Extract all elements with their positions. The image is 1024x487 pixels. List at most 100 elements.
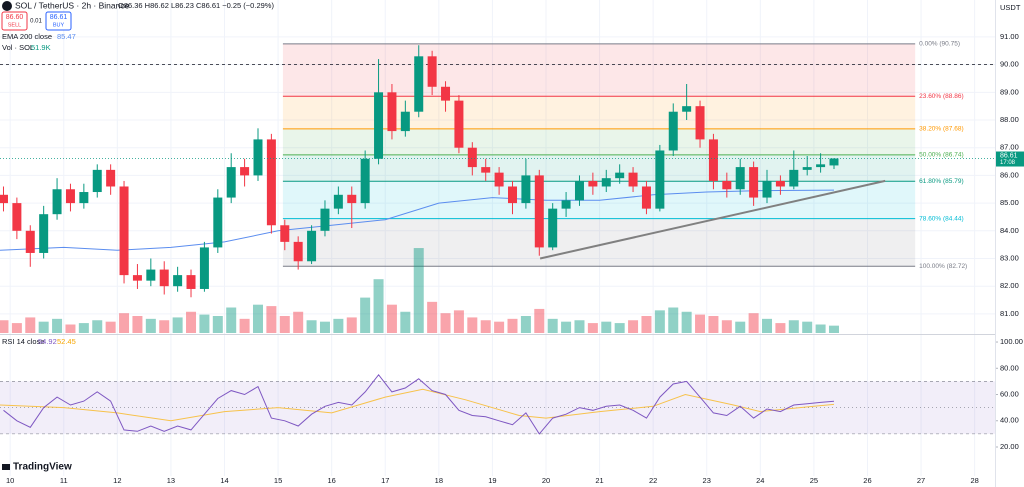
buy-button[interactable]: [45, 11, 72, 31]
symbol-title[interactable]: SOL / TetherUS · 2h · Binance: [15, 0, 130, 10]
candle-body: [79, 192, 89, 204]
fib-label: 78.60% (84.44): [919, 215, 963, 222]
x-tick-label: 14: [220, 476, 228, 485]
volume-bar: [172, 317, 183, 333]
volume-bar: [494, 321, 505, 333]
volume-bar: [119, 313, 130, 333]
volume-bar: [279, 316, 290, 333]
fib-label: 38.20% (87.68): [919, 126, 963, 133]
candle-body: [802, 167, 812, 170]
legend-overlay: SOL / TetherUS · 2h · Binance O86.36 H86…: [1, 0, 1021, 473]
candle-body: [347, 194, 357, 204]
currency-label[interactable]: USDT: [1000, 3, 1021, 12]
buy-price: 86.61: [50, 14, 68, 21]
ema-legend: EMA 200 close: [2, 32, 52, 41]
volume-bar: [25, 317, 36, 333]
candle-body: [12, 203, 22, 231]
candle-body: [293, 241, 303, 262]
fib-label: 50.00% (86.74): [919, 152, 963, 159]
candle-body: [655, 150, 665, 209]
candle-body: [615, 172, 625, 179]
candle-body: [749, 167, 759, 198]
volume-bar: [440, 313, 451, 333]
volume-bar: [480, 320, 491, 333]
trend-line: [539, 179, 886, 260]
candle-body: [521, 175, 531, 204]
volume-bar: [65, 324, 76, 333]
volume-bar: [105, 321, 116, 333]
x-tick-label: 15: [274, 476, 282, 485]
sell-label: SELL: [8, 22, 21, 28]
candle-body: [146, 269, 156, 281]
candle-body: [561, 200, 571, 209]
y-tick-label: 91.00: [1000, 32, 1019, 41]
sell-price: 86.60: [6, 14, 24, 21]
rsi-tick-label: 80.00: [1000, 363, 1019, 372]
y-tick-label: 82.00: [1000, 281, 1019, 290]
volume-bar: [708, 316, 719, 333]
fib-zone: [282, 128, 916, 155]
candle-body: [816, 164, 826, 168]
volume-bar: [788, 320, 799, 333]
candle-body: [132, 275, 142, 281]
volume-bar: [145, 318, 156, 333]
candle-body: [159, 269, 169, 287]
y-tick-label: 84.00: [1000, 226, 1019, 235]
volume-bar: [11, 323, 22, 333]
x-tick-label: 11: [60, 476, 68, 485]
candle-body: [588, 180, 598, 187]
volume-bar: [186, 311, 197, 333]
spread: 0.01: [30, 19, 42, 25]
candle-body: [574, 180, 584, 201]
volume-bar: [239, 318, 250, 333]
candle-body: [374, 92, 384, 159]
candle-body: [735, 167, 745, 190]
volume-bar: [373, 279, 384, 333]
volume-bar: [52, 318, 63, 333]
sell-button[interactable]: [1, 11, 28, 31]
symbol-icon: [2, 1, 12, 11]
rsi-tick-label: 100.00: [1000, 337, 1023, 346]
fib-zone: [282, 218, 916, 267]
x-tick-label: 25: [810, 476, 818, 485]
volume-bar: [828, 325, 839, 333]
y-tick-label: 87.00: [1000, 143, 1019, 152]
buy-label: BUY: [53, 22, 65, 28]
candle-body: [387, 92, 397, 132]
volume-bar: [507, 318, 518, 333]
rsi-tick-label: 20.00: [1000, 442, 1019, 451]
last-price-tag: [996, 151, 1024, 167]
candle-body: [92, 169, 102, 193]
ema-line: [0, 189, 835, 251]
candle-body: [106, 169, 116, 187]
volume-bar: [319, 321, 330, 333]
volume-bar: [815, 324, 826, 333]
volume-bar: [654, 310, 665, 333]
fib-label: 0.00% (90.75): [919, 41, 960, 48]
fib-label: 23.60% (88.86): [919, 93, 963, 100]
candle-body: [829, 158, 839, 166]
candle-body: [186, 275, 196, 289]
candle-body: [481, 167, 491, 173]
x-tick-label: 27: [917, 476, 925, 485]
candle-body: [722, 180, 732, 190]
candle-body: [320, 208, 330, 231]
last-price-time: 17:08: [1000, 160, 1016, 166]
y-tick-label: 89.00: [1000, 87, 1019, 96]
candle-body: [708, 139, 718, 181]
volume-bar: [614, 323, 625, 333]
x-tick-label: 24: [756, 476, 764, 485]
x-tick-label: 23: [703, 476, 711, 485]
x-tick-label: 20: [542, 476, 550, 485]
brand-logo: [2, 464, 10, 470]
volume-bar: [802, 321, 813, 333]
x-tick-label: 21: [595, 476, 603, 485]
volume-bar: [668, 307, 679, 333]
volume-bar: [400, 311, 411, 333]
candle-body: [508, 186, 518, 204]
y-tick-label: 86.00: [1000, 170, 1019, 179]
candle-body: [253, 139, 263, 176]
volume-bar: [561, 321, 572, 333]
volume-bar: [681, 311, 692, 333]
volume-bar: [628, 320, 639, 333]
